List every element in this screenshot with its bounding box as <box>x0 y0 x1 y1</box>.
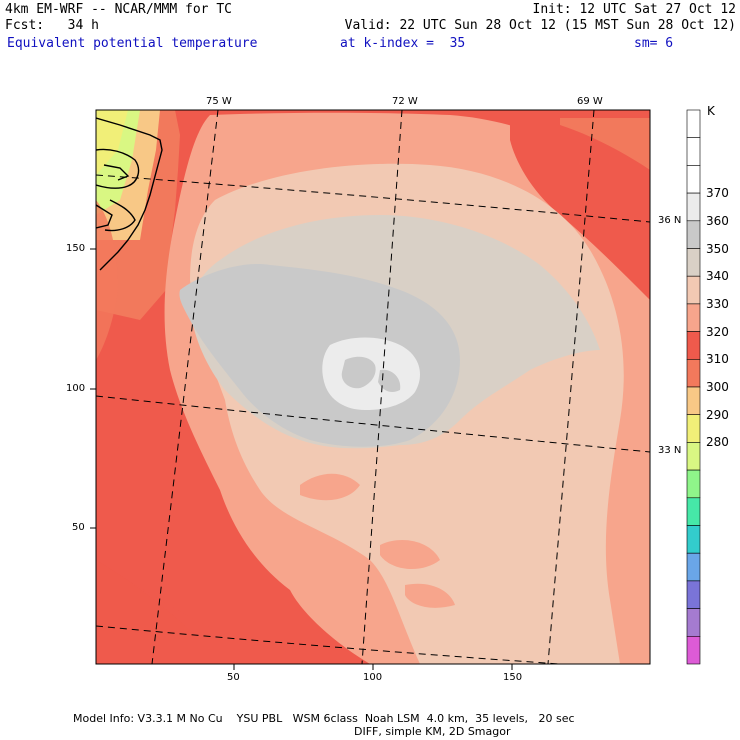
model-title: 4km EM-WRF -- NCAR/MMM for TC <box>5 2 232 17</box>
colorbar-swatch <box>686 165 701 194</box>
y-tick-50: 50 <box>72 522 85 533</box>
colorbar-label: 300 <box>706 380 729 394</box>
colorbar-swatch <box>686 552 701 582</box>
coastline <box>96 117 163 271</box>
colorbar-label: 290 <box>706 407 729 422</box>
colorbar-swatch <box>686 220 701 249</box>
y-tick-100: 100 <box>66 383 86 394</box>
lat-label-33n: 33 N <box>658 445 682 456</box>
colorbar-swatch <box>686 248 701 277</box>
field-name: Equivalent potential temperature <box>7 36 258 51</box>
forecast-hour: Fcst: 34 h <box>5 18 99 33</box>
colorbar-unit: K <box>707 104 715 118</box>
x-tick-150: 150 <box>503 672 523 683</box>
colorbar-label: 370 <box>706 186 729 201</box>
colorbar-swatch <box>686 275 701 305</box>
colorbar-swatch <box>686 331 701 360</box>
x-tick-100: 100 <box>363 672 383 683</box>
colorbar-swatch <box>686 303 701 332</box>
lat-label-36n: 36 N <box>658 215 682 226</box>
colorbar-swatch <box>686 635 701 665</box>
valid-time: Valid: 22 UTC Sun 28 Oct 12 (15 MST Sun … <box>344 18 736 33</box>
lon-label-75w: 75 W <box>206 96 232 107</box>
colorbar-swatch <box>686 358 701 388</box>
init-time: Init: 12 UTC Sat 27 Oct 12 <box>532 2 737 17</box>
colorbar-label: 310 <box>706 352 729 367</box>
model-info: Model Info: V3.3.1 M No Cu YSU PBL WSM 6… <box>73 712 575 725</box>
colorbar-swatch <box>686 109 701 139</box>
colorbar-swatch <box>686 442 701 471</box>
colorbar-swatch <box>686 608 701 637</box>
colorbar-label: 320 <box>706 324 729 339</box>
field-shading <box>96 110 650 664</box>
x-tick-50: 50 <box>227 672 240 683</box>
colorbar-swatch <box>686 414 701 443</box>
colorbar-label: 330 <box>706 296 729 311</box>
colorbar <box>686 109 701 665</box>
colorbar-swatch <box>686 469 701 499</box>
model-info-diffusion: DIFF, simple KM, 2D Smagor <box>354 725 511 738</box>
colorbar-swatch <box>686 192 701 222</box>
colorbar-swatch <box>686 137 701 166</box>
colorbar-label: 340 <box>706 269 729 284</box>
axis-ticks <box>90 248 513 670</box>
y-tick-150: 150 <box>66 243 86 254</box>
lon-label-69w: 69 W <box>577 96 603 107</box>
smoothing-info: sm= 6 <box>634 36 674 51</box>
colorbar-label: 360 <box>706 213 729 228</box>
colorbar-label: 280 <box>706 435 729 450</box>
lat-lon-grid <box>96 110 650 664</box>
level-info: at k-index = 35 <box>340 36 466 51</box>
colorbar-swatch <box>686 386 701 416</box>
colorbar-swatch <box>686 525 701 554</box>
colorbar-swatch <box>686 580 701 609</box>
colorbar-swatch <box>686 497 701 526</box>
colorbar-label: 350 <box>706 241 729 256</box>
lon-label-72w: 72 W <box>392 96 418 107</box>
